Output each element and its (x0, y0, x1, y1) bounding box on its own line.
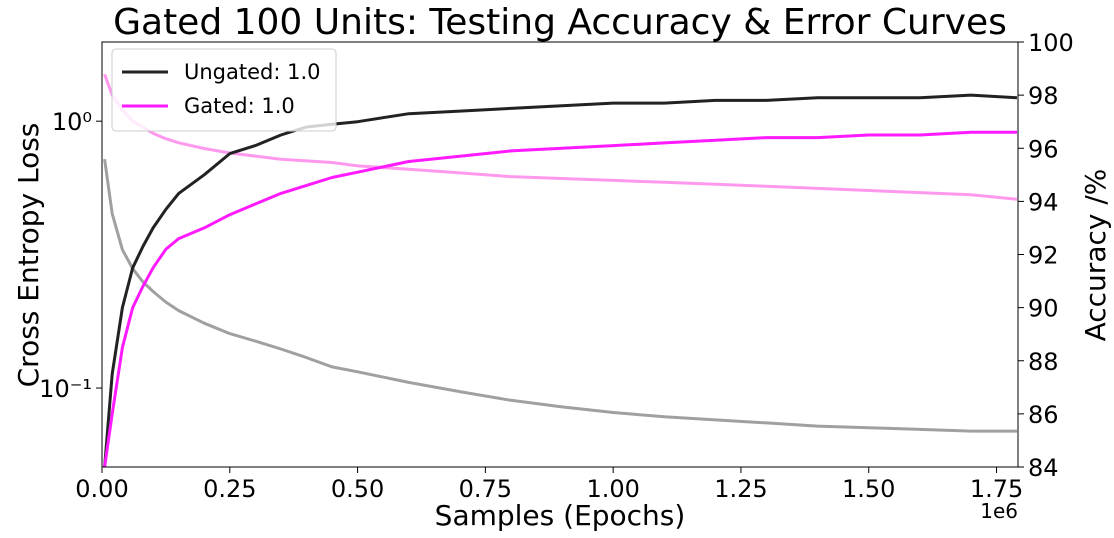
x-offset-label: 1e6 (980, 499, 1018, 523)
x-tick-label: 0.00 (75, 475, 128, 503)
x-tick-label: 0.75 (459, 475, 512, 503)
y2-tick-label: 86 (1028, 401, 1059, 429)
line-series (103, 130, 1017, 467)
y2-tick-label: 90 (1028, 295, 1059, 323)
y2-tick-label: 98 (1028, 82, 1059, 110)
x-tick-label: 1.00 (586, 475, 639, 503)
plot-area (103, 73, 1018, 467)
y2-axis-label: Accuracy /% (1079, 169, 1112, 342)
y2-tick-label: 84 (1028, 454, 1059, 482)
x-axis-label: Samples (Epochs) (435, 499, 686, 532)
y2-tick-label: 92 (1028, 242, 1059, 270)
x-tick-label: 1.75 (970, 475, 1023, 503)
y-tick-label: 10⁻¹ (39, 375, 92, 403)
y2-tick-label: 96 (1028, 135, 1059, 163)
x-tick-label: 1.25 (714, 475, 767, 503)
x-tick-label: 1.50 (842, 475, 895, 503)
line-series (103, 93, 1018, 467)
y2-tick-label: 88 (1028, 348, 1059, 376)
y2-tick-label: 100 (1028, 29, 1074, 57)
legend-label: Ungated: 1.0 (184, 60, 321, 84)
legend-box (111, 48, 337, 132)
plot-frame (101, 41, 1019, 468)
y-tick-label: 10⁰ (52, 108, 92, 136)
legend: Ungated: 1.0 Gated: 1.0 (111, 48, 337, 132)
x-tick-label: 0.50 (331, 475, 384, 503)
line-series (103, 158, 1017, 433)
y2-tick-label: 94 (1028, 188, 1059, 216)
legend-label: Gated: 1.0 (184, 94, 295, 118)
y-axis-label: Cross Entropy Loss (12, 123, 45, 388)
chart-title: Gated 100 Units: Testing Accuracy & Erro… (113, 2, 1007, 43)
x-tick-label: 0.25 (203, 475, 256, 503)
